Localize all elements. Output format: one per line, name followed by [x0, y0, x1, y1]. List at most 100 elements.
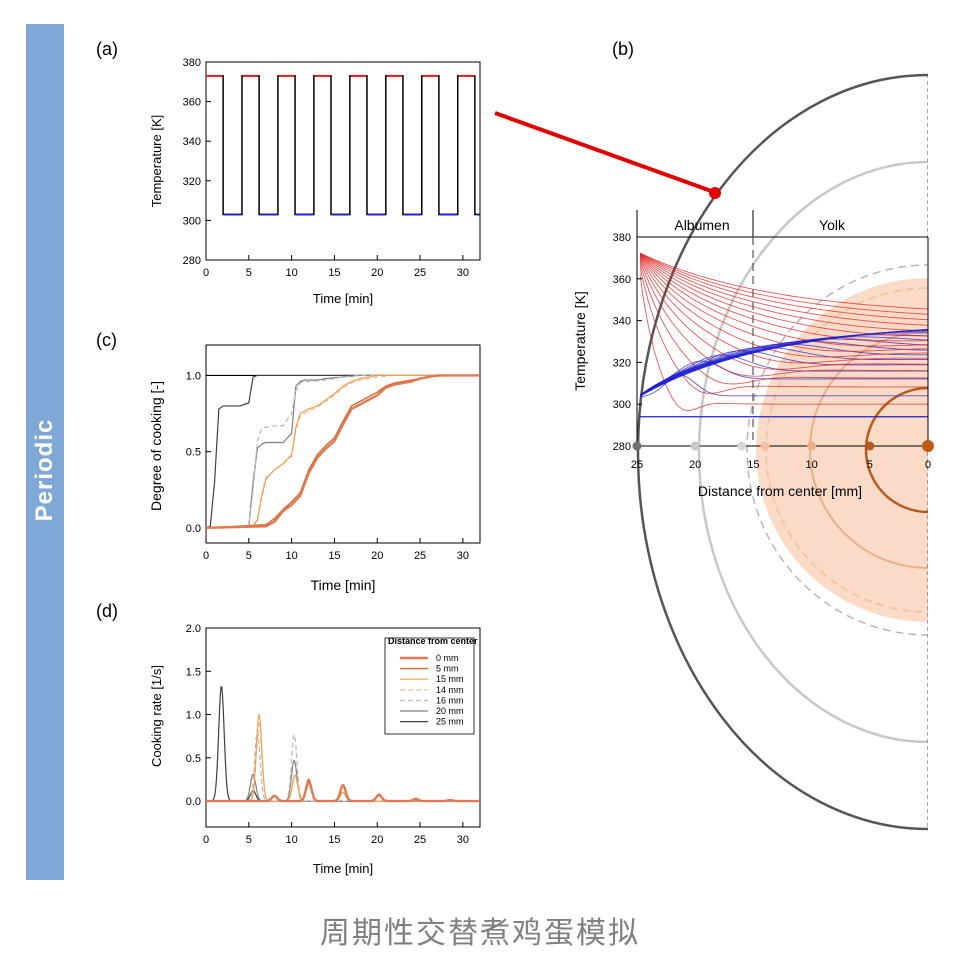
- probe-point-marker: [690, 441, 700, 451]
- panel-c-xtick-label: 10: [286, 550, 298, 562]
- hot-phase-profile: [640, 258, 928, 377]
- probe-point-marker: [632, 441, 642, 451]
- hot-phase-profile: [640, 256, 928, 364]
- panel-b-ylabel: Temperature [K]: [572, 291, 588, 391]
- hot-phase-profile: [640, 270, 928, 412]
- panel-d-series-16mm: [206, 729, 480, 802]
- panel-a-xtick-label: 0: [203, 267, 209, 279]
- egg-outer-shell: [636, 73, 928, 831]
- temperature-series-line: [206, 75, 480, 216]
- panel-d-series-20mm: [206, 759, 480, 802]
- panel-c-ylabel: Degree of cooking [-]: [148, 381, 164, 511]
- pointer-dot: [709, 187, 721, 199]
- panel-a-ytick-label: 380: [183, 57, 201, 69]
- egg-diagram: [636, 73, 928, 831]
- panel-a-chart: 0 5 10 15 20 25 30 280 300 320 340 360 380 Time [min…: [149, 57, 481, 306]
- region-label-albumen: Albumen: [674, 217, 729, 233]
- egg-ring-5mm: [864, 386, 928, 514]
- panel-d-ytick-label: 0.0: [186, 796, 201, 808]
- panel-d-xtick-label: 20: [371, 834, 383, 846]
- panel-d-xtick-label: 5: [246, 834, 252, 846]
- hot-phase-profile: [640, 252, 928, 321]
- panel-d-series-14mm: [206, 723, 480, 802]
- hot-phase-profile: [640, 255, 928, 358]
- panel-d-ytick-label: 0.5: [186, 753, 201, 765]
- panel-b-xtick-label: 0: [925, 459, 931, 471]
- panel-a-ylabel: Temperature [K]: [149, 115, 164, 208]
- legend-entry: 14 mm: [436, 685, 464, 695]
- panel-c-xtick-label: 20: [371, 550, 383, 562]
- panel-c-ytick-label: 0.0: [186, 523, 201, 535]
- cold-phase-profile: [640, 360, 928, 397]
- panel-d-chart: 0 5 10 15 20 25 30 0.0 0.5 1.0 1.5 2.0 Time [min] C…: [149, 623, 481, 876]
- panel-b-xtick-label: 5: [867, 459, 873, 471]
- panel-d-series-0mm: [206, 779, 480, 803]
- hot-phase-profile: [640, 257, 928, 370]
- cold-phase-profile: [640, 375, 928, 398]
- panel-d-ytick-label: 1.0: [186, 710, 201, 722]
- panel-a-xtick-label: 25: [414, 267, 426, 279]
- panel-d-xlabel: Time [min]: [313, 861, 373, 876]
- panel-a-xtick-label: 10: [286, 267, 298, 279]
- probe-point-marker: [922, 440, 934, 452]
- legend-entry: 20 mm: [436, 706, 464, 716]
- panel-d-xtick-label: 10: [286, 834, 298, 846]
- hot-phase-profile: [640, 253, 928, 332]
- probe-point-marker: [807, 441, 817, 451]
- panel-c-series-16mm: [205, 374, 480, 529]
- panel-c-series-0mm: [205, 374, 480, 529]
- probe-point-marker: [865, 441, 875, 451]
- legend-entry: 5 mm: [436, 664, 459, 674]
- panel-d-xtick-label: 30: [457, 834, 469, 846]
- cold-phase-profile: [640, 350, 928, 396]
- panel-d-xtick-label: 15: [328, 834, 340, 846]
- legend-title: Distance from center: [388, 636, 478, 646]
- panel-c-ytick-label: 1.0: [186, 370, 201, 382]
- hot-phase-profile: [640, 260, 928, 385]
- panel-c-series-15mm: [205, 374, 480, 529]
- panel-b-xtick-label: 25: [631, 459, 643, 471]
- hot-phase-profile: [640, 252, 928, 310]
- panel-d-ytick-label: 2.0: [186, 623, 201, 635]
- cold-phase-profile: [640, 354, 928, 396]
- panel-b-ytick-label: 380: [613, 232, 631, 244]
- panel-b-letter: (b): [612, 39, 634, 59]
- panel-b-xtick-label: 10: [805, 459, 817, 471]
- panel-c-series-14mm: [205, 374, 480, 529]
- panel-b-ytick-label: 360: [613, 274, 631, 286]
- panel-b-ytick-label: 320: [613, 357, 631, 369]
- panel-a-letter: (a): [96, 39, 118, 59]
- panel-a-ytick-label: 300: [183, 215, 201, 227]
- panel-a-ytick-label: 320: [183, 176, 201, 188]
- panel-d-xtick-label: 25: [414, 834, 426, 846]
- sidebar-bar: [26, 24, 64, 880]
- panel-c-series-25mm: [205, 374, 480, 529]
- probe-point-marker: [737, 441, 747, 451]
- panel-c-xlabel: Time [min]: [311, 577, 376, 593]
- panel-c-xtick-label: 15: [328, 550, 340, 562]
- panel-c-ytick-label: 0.5: [186, 447, 201, 459]
- panel-c-series-5mm: [205, 374, 480, 529]
- panel-b-ytick-label: 300: [613, 399, 631, 411]
- panel-c-xtick-label: 30: [457, 550, 469, 562]
- panel-b-chart: Albumen Yolk 25 20 15 10 5 0 280 300 320 340 360 38…: [572, 210, 934, 499]
- legend-entry: 16 mm: [436, 695, 464, 705]
- panel-d-xtick-label: 0: [203, 834, 209, 846]
- panel-d-ylabel: Cooking rate [1/s]: [149, 665, 164, 767]
- panel-b-ytick-label: 280: [613, 441, 631, 453]
- hot-phase-profile: [640, 253, 928, 337]
- hot-phase-profile: [640, 264, 928, 394]
- panel-c-xtick-label: 0: [203, 550, 209, 562]
- panel-d-letter: (d): [96, 601, 118, 621]
- legend-entry: 15 mm: [436, 674, 464, 684]
- panel-a-ytick-label: 280: [183, 255, 201, 267]
- panel-a-ytick-label: 340: [183, 136, 201, 148]
- panel-a-xtick-label: 15: [328, 267, 340, 279]
- pointer-line: [494, 111, 715, 194]
- panel-c-xtick-label: 5: [246, 550, 252, 562]
- egg-ring-16mm: [746, 264, 928, 636]
- panel-b-ytick-label: 340: [613, 316, 631, 328]
- panel-a-xtick-label: 30: [457, 267, 469, 279]
- hot-phase-profile: [640, 253, 928, 326]
- legend-entry: 25 mm: [436, 717, 464, 727]
